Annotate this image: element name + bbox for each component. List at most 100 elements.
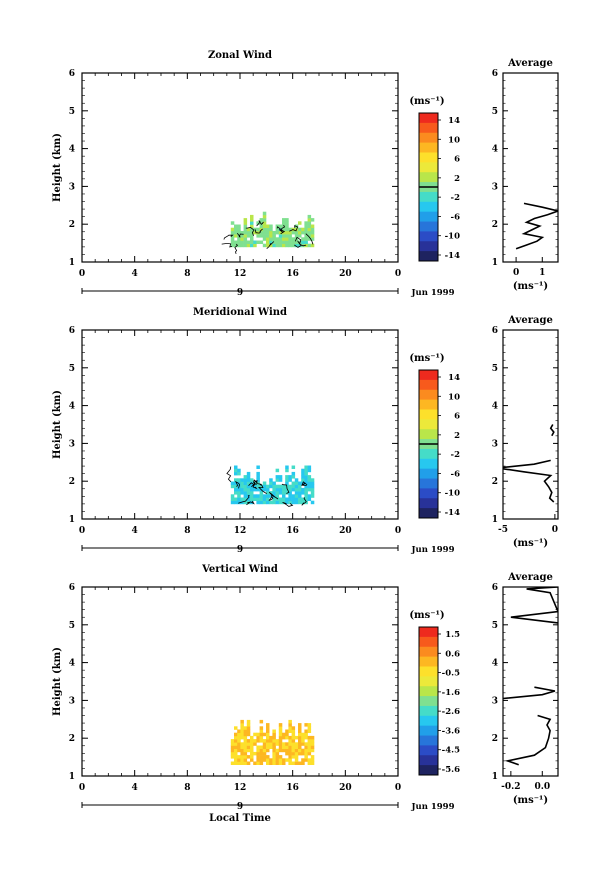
heatmap-cell bbox=[256, 761, 260, 765]
month-label: Jun 1999 bbox=[411, 802, 455, 812]
heatmap-cell bbox=[310, 735, 315, 740]
heatmap-cell bbox=[237, 468, 241, 473]
heatmap-cell bbox=[237, 745, 241, 749]
heatmap-cell bbox=[256, 475, 260, 479]
heatmap-cell bbox=[237, 735, 241, 740]
colorbar-label: -2 bbox=[451, 450, 461, 460]
heatmap-cell bbox=[250, 227, 254, 232]
heatmap-cell bbox=[250, 491, 254, 495]
x-tick-label: 4 bbox=[132, 783, 138, 793]
heatmap-cell bbox=[298, 227, 302, 232]
heatmap-cell bbox=[250, 487, 254, 492]
heatmap-cell bbox=[259, 726, 264, 730]
heatmap-cell bbox=[285, 745, 289, 749]
heatmap-cell bbox=[243, 240, 248, 244]
heatmap-cell bbox=[291, 748, 296, 753]
heatmap-cell bbox=[272, 487, 276, 492]
heatmap-cell bbox=[282, 494, 286, 498]
heatmap-cell bbox=[291, 230, 296, 235]
heatmap-cell bbox=[310, 243, 315, 248]
heatmap-cell bbox=[307, 478, 312, 482]
heatmap-cell bbox=[243, 481, 248, 485]
heatmap-cell bbox=[310, 227, 315, 232]
heatmap-cell bbox=[275, 468, 280, 473]
heatmap-cell bbox=[246, 234, 251, 238]
colorbar-label: 10 bbox=[448, 135, 460, 145]
profile-y-tick-label: 4 bbox=[492, 659, 498, 669]
colorbar-swatch bbox=[419, 409, 438, 420]
heatmap-cell bbox=[278, 755, 283, 759]
heatmap-cell bbox=[285, 735, 289, 740]
heatmap-cell bbox=[250, 478, 254, 482]
heatmap-cell bbox=[253, 761, 257, 765]
heatmap-cell bbox=[278, 224, 283, 228]
heatmap-cell bbox=[243, 230, 248, 235]
heatmap-cell bbox=[285, 748, 289, 753]
heatmap-cell bbox=[275, 742, 280, 746]
colorbar-label: 10 bbox=[448, 392, 460, 402]
heatmap-cell bbox=[262, 745, 267, 749]
heatmap-cell bbox=[307, 237, 312, 241]
heatmap-cell bbox=[240, 755, 244, 759]
heatmap-cell bbox=[246, 227, 251, 232]
colorbar bbox=[418, 112, 441, 262]
heatmap-cell bbox=[246, 497, 251, 501]
heatmap-cell bbox=[234, 732, 238, 737]
heatmap-cell bbox=[253, 240, 257, 244]
heatmap-cell bbox=[266, 237, 270, 241]
colorbar-swatch bbox=[419, 636, 438, 648]
heatmap-cell bbox=[272, 497, 276, 501]
heatmap-cell bbox=[301, 227, 305, 232]
heatmap-cell bbox=[234, 465, 238, 469]
heatmap-cell bbox=[275, 494, 280, 498]
heatmap-cell bbox=[275, 491, 280, 495]
heatmap-cell bbox=[262, 739, 267, 743]
heatmap-cell bbox=[275, 484, 280, 489]
heatmap-cell bbox=[240, 745, 244, 749]
heatmap-cell bbox=[304, 481, 308, 485]
heatmap-cell bbox=[310, 230, 315, 235]
heatmap-cell bbox=[234, 742, 238, 746]
heatmap-cell bbox=[291, 494, 296, 498]
heatmap-cell bbox=[301, 478, 305, 482]
heatmap-cell bbox=[272, 761, 276, 765]
heatmap-cell bbox=[269, 742, 273, 746]
heatmap-cell bbox=[250, 218, 254, 222]
heatmap-cell bbox=[256, 735, 260, 740]
heatmap-cell bbox=[298, 230, 302, 235]
heatmap-cell bbox=[262, 243, 267, 248]
heatmap-cell bbox=[307, 494, 312, 498]
heatmap-cell bbox=[288, 243, 292, 248]
heatmap-cell bbox=[246, 742, 251, 746]
heatmap-cell bbox=[301, 475, 305, 479]
heatmap-cell bbox=[243, 739, 248, 743]
heatmap-cell bbox=[269, 735, 273, 740]
heatmap-cell bbox=[256, 497, 260, 501]
x-tick-label: 16 bbox=[286, 269, 299, 279]
colorbar-swatch bbox=[419, 705, 438, 717]
heatmap-cell bbox=[288, 230, 292, 235]
heatmap-cell bbox=[310, 739, 315, 743]
heatmap-cell bbox=[262, 755, 267, 759]
heatmap-cell bbox=[304, 755, 308, 759]
y-tick-label: 2 bbox=[69, 477, 75, 487]
colorbar-swatch bbox=[419, 370, 438, 381]
heatmap-cell bbox=[272, 748, 276, 753]
heatmap-cell bbox=[282, 742, 286, 746]
profile-x-label: (ms⁻¹) bbox=[513, 795, 548, 806]
colorbar-swatch bbox=[419, 191, 438, 203]
x-tick-label: 0 bbox=[395, 269, 401, 279]
heatmap-cell bbox=[266, 500, 270, 505]
average-profile bbox=[502, 586, 559, 777]
x-axis-label: Local Time bbox=[209, 813, 271, 824]
heatmap-cell bbox=[234, 751, 238, 756]
heatmap-cell bbox=[294, 751, 299, 756]
heatmap-cell bbox=[243, 484, 248, 489]
heatmap-cell bbox=[243, 729, 248, 733]
profile-y-tick-label: 4 bbox=[492, 402, 498, 412]
heatmap-cell bbox=[307, 739, 312, 743]
heatmap-cell bbox=[266, 243, 270, 248]
heatmap-cell bbox=[266, 732, 270, 737]
heatmap-cell bbox=[237, 240, 241, 244]
heatmap-cell bbox=[282, 243, 286, 248]
